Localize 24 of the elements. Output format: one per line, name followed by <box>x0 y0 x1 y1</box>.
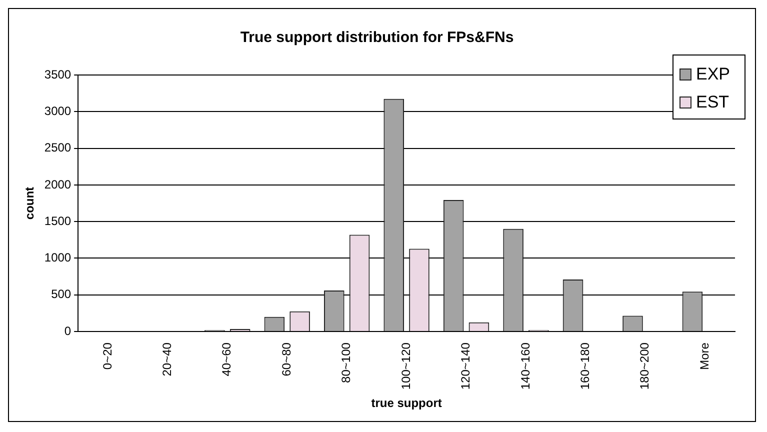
y-tick-label: 0 <box>64 324 72 338</box>
x-tick-label: More <box>697 342 712 370</box>
x-tick-label: 0~20 <box>100 342 114 370</box>
x-tick-label: 40~60 <box>220 342 234 376</box>
x-tick-label: 80~100 <box>339 342 354 383</box>
x-axis-title: true support <box>371 396 442 410</box>
y-tick-label: 3000 <box>44 104 72 118</box>
x-tick-label: 160~180 <box>578 342 592 390</box>
y-tick-label: 1500 <box>44 214 72 228</box>
chart-title: True support distribution for FPs&FNs <box>240 29 514 46</box>
y-tick-label: 2500 <box>44 140 72 155</box>
legend-label: EXP <box>696 64 730 84</box>
y-tick-label: 3500 <box>44 67 72 82</box>
y-tick-label: 2000 <box>44 177 72 192</box>
x-tick-label: 100~120 <box>398 342 413 390</box>
x-tick-label: 180~200 <box>638 342 652 390</box>
y-axis-title: count <box>22 186 37 220</box>
y-tick-label: 1000 <box>44 250 72 265</box>
x-tick-label: 140~160 <box>518 342 532 390</box>
x-tick-label: 20~40 <box>160 342 174 376</box>
legend-label: EST <box>696 92 730 112</box>
x-tick-label: 120~140 <box>458 342 473 390</box>
x-tick-label: 60~80 <box>279 342 294 376</box>
y-tick-label: 500 <box>51 287 72 302</box>
